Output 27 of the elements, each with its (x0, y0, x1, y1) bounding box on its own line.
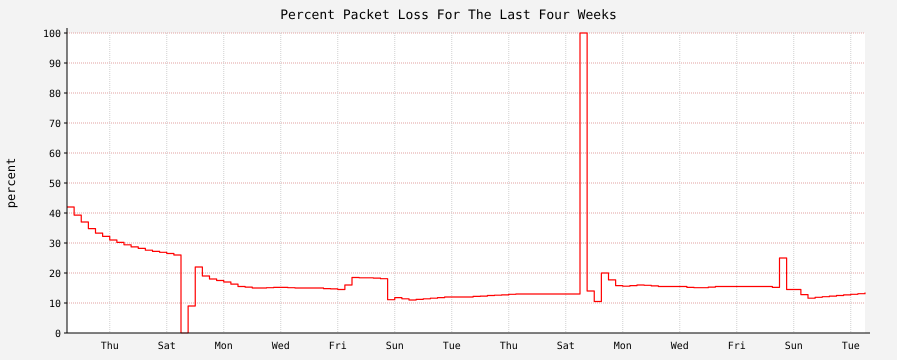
x-tick-label: Tue (842, 341, 860, 352)
x-tick-label: Mon (614, 341, 632, 352)
y-tick-label: 90 (48, 59, 61, 70)
y-tick-label: 20 (48, 269, 61, 280)
x-tick-label: Mon (214, 341, 233, 352)
y-tick-label: 80 (48, 89, 61, 100)
y-axis-title: percent (4, 158, 18, 208)
x-tick-label: Sun (386, 341, 404, 352)
y-tick-label: 100 (42, 29, 61, 40)
x-tick-label: Thu (500, 341, 518, 352)
y-tick-label: 30 (48, 239, 61, 250)
x-tick-label: Sun (784, 341, 803, 352)
x-tick-label: Fri (728, 341, 746, 352)
y-tick-label: 40 (48, 209, 61, 220)
chart-title: Percent Packet Loss For The Last Four Weeks (280, 8, 617, 23)
y-tick-label: 50 (48, 179, 61, 190)
x-tick-label: Sat (158, 341, 176, 352)
y-tick-label: 60 (48, 149, 61, 160)
y-tick-label: 0 (54, 329, 61, 340)
x-tick-label: Tue (442, 341, 461, 352)
x-tick-label: Wed (670, 341, 689, 352)
x-tick-label: Sat (556, 341, 575, 352)
x-tick-label: Wed (272, 341, 290, 352)
y-tick-label: 10 (48, 299, 61, 310)
x-tick-label: Thu (100, 341, 119, 352)
y-tick-label: 70 (48, 119, 61, 130)
x-tick-label: Fri (328, 341, 347, 352)
